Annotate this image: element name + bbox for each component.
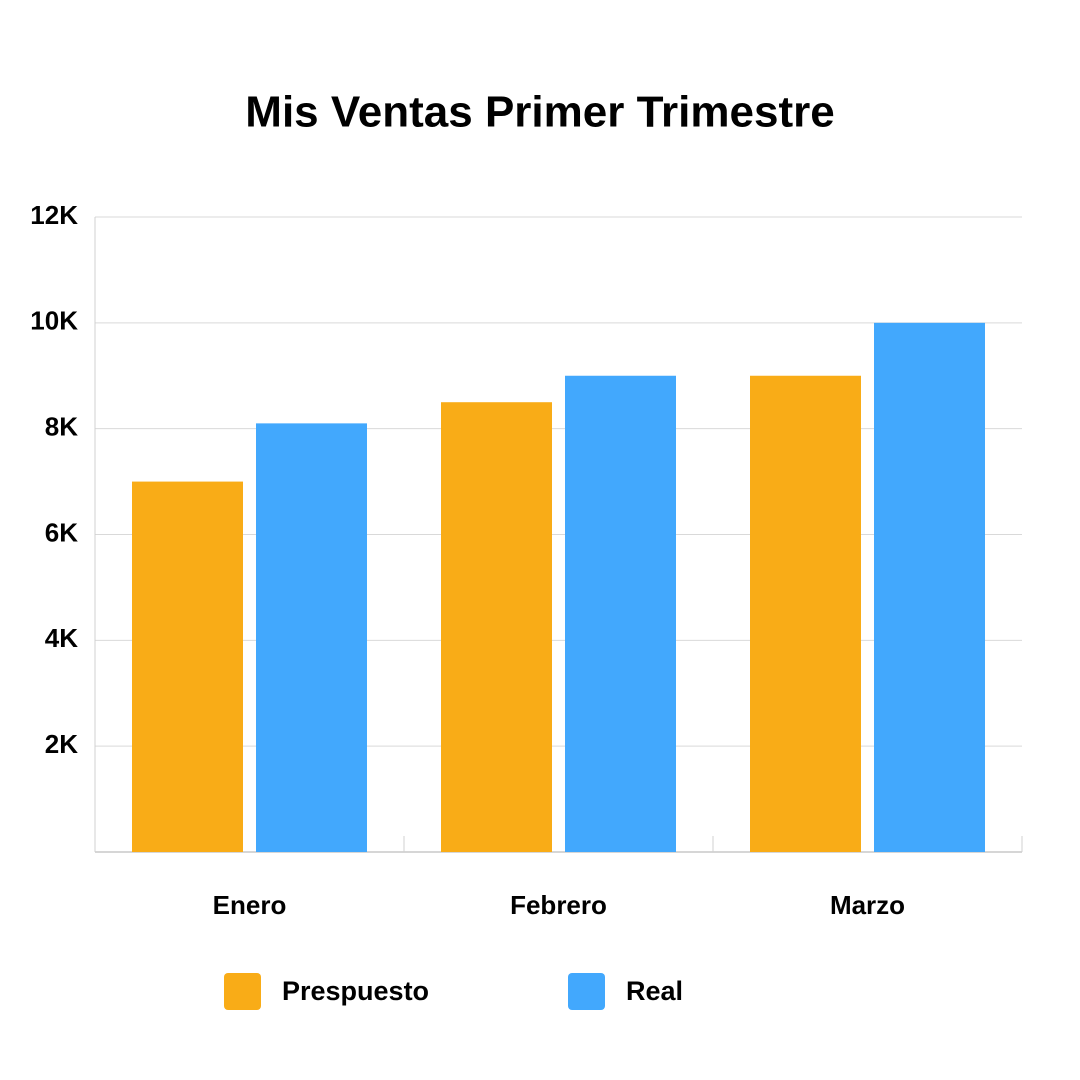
- y-tick-label: 8K: [45, 412, 78, 442]
- bar: [132, 481, 243, 852]
- legend-label: Real: [626, 976, 683, 1006]
- bar: [441, 402, 552, 852]
- legend-swatch: [224, 973, 261, 1010]
- legend-label: Prespuesto: [282, 976, 429, 1006]
- chart-title: Mis Ventas Primer Trimestre: [245, 88, 834, 137]
- x-tick-label: Febrero: [510, 890, 607, 920]
- x-tick-label: Enero: [213, 890, 287, 920]
- x-tick-label: Marzo: [830, 890, 905, 920]
- y-tick-label: 6K: [45, 517, 78, 547]
- bar: [750, 375, 861, 852]
- bar: [565, 375, 676, 852]
- legend-swatch: [568, 973, 605, 1010]
- y-tick-label: 4K: [45, 623, 78, 653]
- y-tick-label: 2K: [45, 729, 78, 759]
- y-tick-label: 10K: [30, 306, 78, 336]
- y-tick-label: 12K: [30, 200, 78, 230]
- bar: [256, 423, 367, 852]
- bar: [874, 322, 985, 852]
